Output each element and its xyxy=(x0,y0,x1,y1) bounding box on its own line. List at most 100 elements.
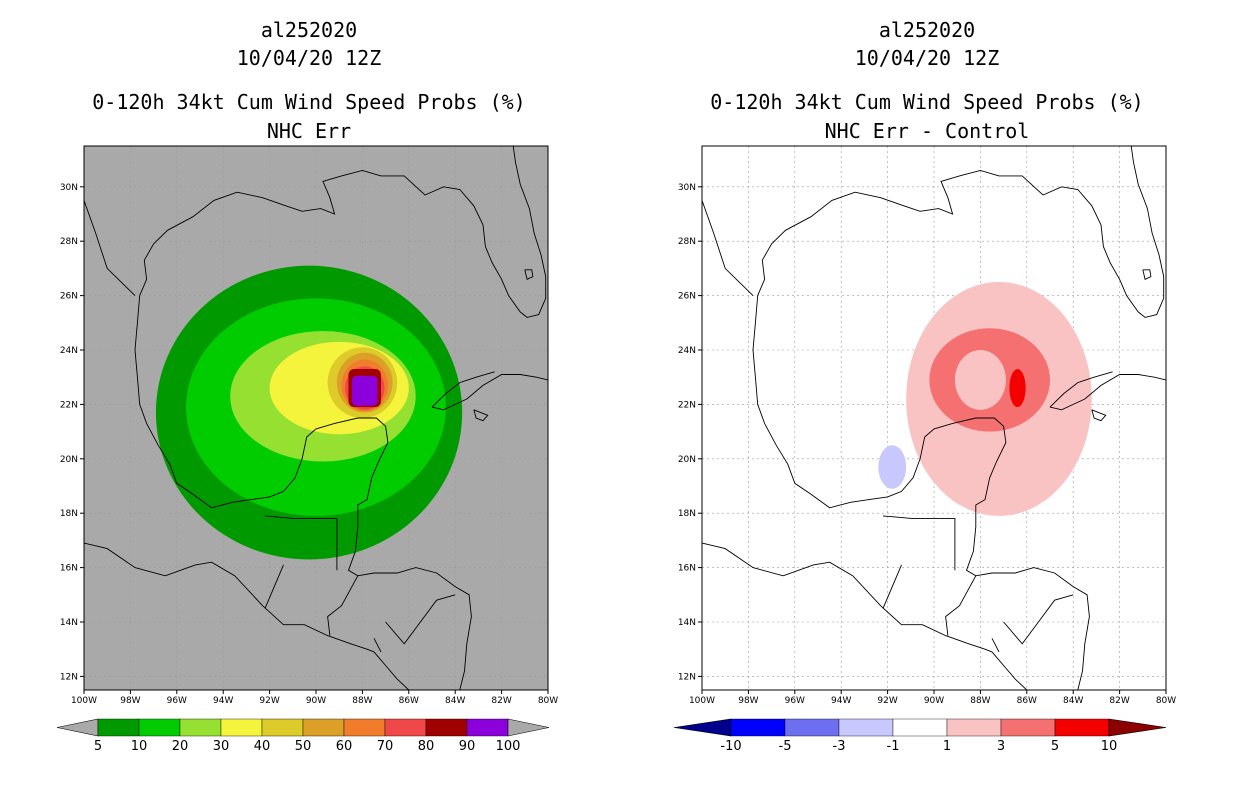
colorbar-bin xyxy=(302,718,345,737)
colorbar-label: 5 xyxy=(1051,739,1059,754)
colorbar-label: 80 xyxy=(418,739,435,754)
colorbar-label: 40 xyxy=(254,739,271,754)
coastline xyxy=(264,564,284,609)
y-tick-label: 22N xyxy=(678,400,696,410)
colorbar-bin xyxy=(138,718,181,737)
x-tick-label: 96W xyxy=(785,696,805,706)
colorbar-right-end xyxy=(507,718,550,737)
x-tick-label: 94W xyxy=(213,696,233,706)
colorbar-bin xyxy=(1054,718,1110,737)
colorbar-label: 50 xyxy=(295,739,312,754)
chart-title: 0-120h 34kt Cum Wind Speed Probs (%) xyxy=(92,90,526,114)
datetime: 10/04/20 12Z xyxy=(854,46,1000,70)
coastline xyxy=(327,575,359,636)
colorbar-bin xyxy=(730,718,786,737)
x-tick-label: 82W xyxy=(491,696,511,706)
colorbar-bin xyxy=(179,718,222,737)
x-tick-label: 90W xyxy=(306,696,326,706)
coastline xyxy=(1049,374,1166,411)
x-tick-label: 100W xyxy=(689,696,715,706)
contour-level-90 xyxy=(351,375,378,406)
colorbar-label: -1 xyxy=(887,739,900,754)
panel-nhc-err: al252020 10/04/20 12Z 0-120h 34kt Cum Wi… xyxy=(56,18,558,754)
coastline xyxy=(1142,269,1152,280)
contour-level-1 xyxy=(954,350,1006,410)
coastline xyxy=(1049,371,1113,408)
coastline xyxy=(757,146,1165,318)
colorbar-left-end xyxy=(673,718,732,737)
coastline xyxy=(1091,409,1107,422)
colorbar-bin xyxy=(838,718,894,737)
x-tick-label: 80W xyxy=(1156,696,1176,706)
y-tick-label: 20N xyxy=(60,455,78,465)
colorbar-left-end xyxy=(56,718,99,737)
y-tick-label: 16N xyxy=(60,564,78,574)
colorbar-bin xyxy=(784,718,840,737)
colorbar-label: 20 xyxy=(172,739,189,754)
y-tick-label: 30N xyxy=(60,183,78,193)
y-tick-label: 20N xyxy=(678,455,696,465)
colorbar-bin xyxy=(892,718,948,737)
x-tick-label: 84W xyxy=(445,696,465,706)
y-tick-label: 14N xyxy=(60,618,78,628)
colorbar-bin xyxy=(343,718,386,737)
colorbar-bin xyxy=(1000,718,1056,737)
contour-level-neg1 xyxy=(878,445,907,489)
coastline xyxy=(84,200,136,296)
x-tick-label: 94W xyxy=(831,696,851,706)
colorbar-label: 1 xyxy=(943,739,951,754)
coastline xyxy=(84,542,410,690)
coastline xyxy=(373,638,382,653)
x-tick-label: 86W xyxy=(399,696,419,706)
x-tick-label: 80W xyxy=(538,696,558,706)
chart-title: 0-120h 34kt Cum Wind Speed Probs (%) xyxy=(710,90,1144,114)
datetime: 10/04/20 12Z xyxy=(236,46,382,70)
panel-nhc-err-control: al252020 10/04/20 12Z 0-120h 34kt Cum Wi… xyxy=(618,0,1236,800)
colorbar-bin xyxy=(384,718,427,737)
x-tick-label: 88W xyxy=(352,696,372,706)
colorbar-label: 5 xyxy=(94,739,102,754)
x-tick-label: 96W xyxy=(167,696,187,706)
colorbar-label: 3 xyxy=(997,739,1005,754)
colorbar-label: -3 xyxy=(833,739,846,754)
coastline xyxy=(431,374,548,411)
colorbar-label: 10 xyxy=(131,739,148,754)
colorbar-bin xyxy=(946,718,1002,737)
colorbar-label: 30 xyxy=(213,739,230,754)
colorbar-label: 10 xyxy=(1101,739,1118,754)
y-tick-label: 24N xyxy=(60,346,78,356)
colorbar-bin xyxy=(220,718,263,737)
y-tick-label: 26N xyxy=(678,292,696,302)
chart-subtitle: NHC Err - Control xyxy=(824,119,1030,143)
storm-id: al252020 xyxy=(878,18,976,42)
coastline xyxy=(473,409,489,422)
map-chart: 100W 98W 96W 94W 92W 90W 88W 86W 84W 82W 80W 12N 14N… xyxy=(673,145,1176,754)
colorbar-label: 60 xyxy=(336,739,353,754)
x-tick-label: 98W xyxy=(120,696,140,706)
y-tick-label: 12N xyxy=(60,672,78,682)
coastline xyxy=(702,200,754,296)
coastline xyxy=(882,515,956,571)
coastline xyxy=(752,295,1090,690)
contour-level-5 xyxy=(1009,369,1026,408)
coastline xyxy=(991,638,1000,653)
y-tick-label: 14N xyxy=(678,618,696,628)
colorbar-bin xyxy=(466,718,509,737)
x-tick-label: 86W xyxy=(1017,696,1037,706)
colorbar-right-end xyxy=(1108,718,1167,737)
colorbar-bin xyxy=(261,718,304,737)
y-tick-label: 26N xyxy=(60,292,78,302)
colorbar-label: -10 xyxy=(720,739,741,754)
x-tick-label: 92W xyxy=(259,696,279,706)
x-tick-label: 82W xyxy=(1109,696,1129,706)
storm-id: al252020 xyxy=(260,18,358,42)
coastline xyxy=(1003,594,1074,645)
x-tick-label: 90W xyxy=(924,696,944,706)
x-tick-label: 88W xyxy=(970,696,990,706)
coastline xyxy=(431,371,495,408)
coastline xyxy=(524,269,534,280)
y-tick-label: 18N xyxy=(678,509,696,519)
x-tick-label: 84W xyxy=(1063,696,1083,706)
colorbar-label: 100 xyxy=(496,739,521,754)
x-tick-label: 92W xyxy=(877,696,897,706)
